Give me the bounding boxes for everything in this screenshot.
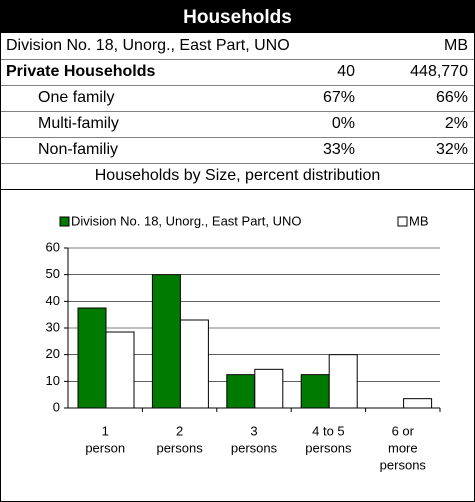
x-tick-label: persons — [156, 440, 203, 455]
row-value: MB — [444, 37, 468, 54]
bar — [403, 398, 433, 409]
bar — [77, 307, 107, 409]
x-tick-label: persons — [305, 440, 352, 455]
row-value: 0% — [332, 115, 355, 132]
x-tick-label: 4 to 5 — [312, 423, 345, 438]
bar — [151, 274, 181, 409]
x-tick-label: more — [388, 440, 418, 455]
x-tick-label: 1 — [102, 423, 109, 438]
row-value: 448,770 — [410, 63, 468, 80]
legend-swatch — [59, 216, 70, 227]
y-tick-label: 30 — [46, 319, 60, 334]
legend-label: MB — [409, 213, 429, 228]
bar — [328, 354, 358, 409]
row-value: 40 — [337, 63, 355, 80]
row-value: 67% — [323, 89, 355, 106]
legend-swatch — [397, 216, 408, 227]
row-label: Division No. 18, Unorg., East Part, UNO — [6, 37, 290, 54]
y-tick-label: 0 — [53, 399, 60, 414]
bar — [179, 319, 209, 409]
header-title: Households — [183, 7, 292, 28]
x-tick-label: person — [85, 440, 125, 455]
y-tick-label: 40 — [46, 293, 60, 308]
bar — [300, 374, 330, 409]
row-value: 32% — [436, 141, 468, 158]
x-tick-label: 2 — [176, 423, 183, 438]
bar — [105, 331, 135, 409]
legend-label: Division No. 18, Unorg., East Part, UNO — [71, 213, 301, 228]
x-tick-label: persons — [380, 457, 427, 472]
row-label: One family — [38, 89, 114, 106]
header-bar — [0, 0, 475, 33]
row-value: 66% — [436, 89, 468, 106]
row-label: Non-familiy — [38, 141, 118, 158]
row-label: Multi-family — [38, 115, 119, 132]
y-tick-label: 10 — [46, 373, 60, 388]
y-tick-label: 50 — [46, 266, 60, 281]
row-label: Private Households — [6, 63, 155, 80]
x-tick-label: 3 — [250, 423, 257, 438]
chart-title: Households by Size, percent distribution — [95, 167, 381, 184]
row-value: 2% — [445, 115, 468, 132]
bar — [226, 374, 256, 409]
y-tick-label: 20 — [46, 346, 60, 361]
x-tick-label: 6 or — [392, 423, 415, 438]
bar — [254, 368, 284, 409]
row-value: 33% — [323, 141, 355, 158]
y-tick-label: 60 — [46, 239, 60, 254]
x-tick-label: persons — [231, 440, 278, 455]
